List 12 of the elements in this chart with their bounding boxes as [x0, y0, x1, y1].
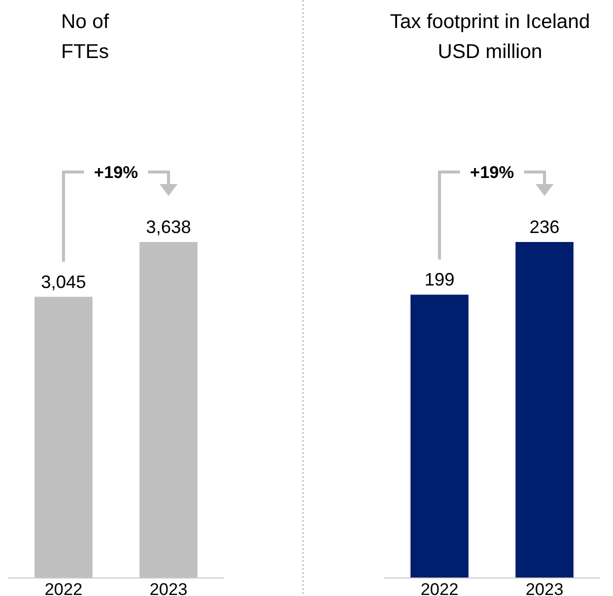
text: +19%	[94, 163, 138, 182]
data-label: 199	[424, 270, 455, 290]
chart-title: No of FTEs	[61, 11, 110, 63]
x-tick-label: 2022	[44, 580, 82, 596]
x-tick-label: 2023	[150, 580, 188, 596]
x-tick-label: 2023	[526, 580, 564, 596]
text: +19%	[470, 163, 514, 182]
chart-title: Tax footprint in Iceland USD million	[390, 11, 590, 63]
x-tick-label: 2022	[420, 580, 458, 596]
data-label: 3,638	[146, 217, 192, 237]
data-label: 3,045	[40, 272, 86, 292]
data-label: 236	[529, 217, 560, 237]
